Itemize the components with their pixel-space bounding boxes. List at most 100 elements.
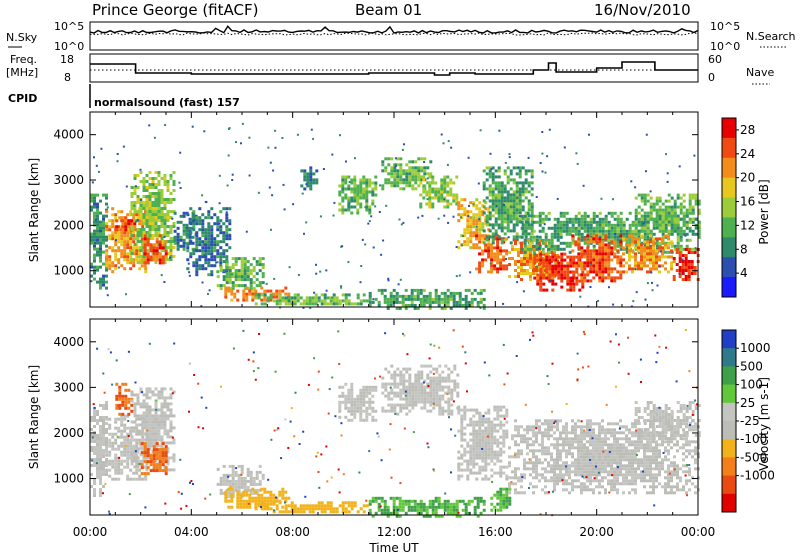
power-cell-0 [102, 226, 105, 230]
power-cell-24 [664, 217, 668, 221]
power-cell-6 [195, 246, 199, 250]
power-cell-21 [604, 249, 608, 253]
power-noise [534, 253, 537, 256]
power-cell-18 [538, 239, 541, 242]
velocity-cell-2 [121, 382, 125, 386]
power-cell-20 [628, 238, 632, 242]
power-cell-17 [518, 220, 522, 224]
power-cell-13 [396, 157, 400, 161]
power-cell-0 [102, 229, 105, 233]
power-cell-17 [521, 232, 525, 236]
velocity-cell-8 [368, 391, 372, 395]
power-cell-20 [571, 223, 575, 227]
velocity-cell-1 [111, 435, 115, 439]
power-cell-17 [524, 169, 528, 173]
velocity-cell-10 [402, 367, 406, 371]
power-cell-6 [216, 270, 220, 274]
velocity-cell-10 [393, 394, 397, 398]
power-cell-3 [163, 213, 167, 216]
velocity-cell-10 [414, 373, 418, 377]
power-cell-14 [434, 193, 438, 197]
power-cell-12 [416, 306, 420, 310]
power-cell-17 [506, 211, 510, 215]
velocity-cell-1 [144, 465, 148, 469]
power-cell-1 [126, 246, 130, 250]
power-cell-4 [158, 258, 162, 262]
power-cell-3 [139, 234, 143, 237]
power-cell-15 [481, 237, 485, 241]
power-cell-17 [527, 208, 531, 212]
power-cell-15 [460, 198, 464, 202]
power-cell-24 [655, 199, 659, 203]
power-cell-22 [652, 255, 655, 259]
power-cell-9 [296, 293, 300, 297]
power-cell-0 [93, 196, 96, 200]
power-cell-9 [305, 296, 309, 300]
power-cell-21 [616, 258, 620, 262]
power-cell-13 [411, 184, 415, 188]
velocity-cell-8 [350, 400, 354, 404]
power-cell-22 [646, 258, 649, 262]
power-cell-22 [670, 261, 673, 265]
velocity-cell-3 [166, 450, 170, 454]
velocity-cell-0 [102, 455, 105, 458]
power-cell-20 [652, 223, 656, 227]
velocity-cell-10 [393, 370, 397, 374]
power-cell-6 [210, 258, 214, 262]
power-cell-22 [646, 246, 649, 250]
power-cell-9 [269, 296, 273, 300]
power-cell-17 [503, 202, 507, 206]
power-cell-16 [499, 246, 503, 250]
power-cell-14 [443, 205, 447, 209]
velocity-cell-8 [368, 400, 372, 404]
power-cell-24 [658, 214, 662, 218]
velocity-cell-9 [446, 511, 450, 515]
power-cell-6 [207, 246, 211, 250]
power-cell-7 [249, 272, 253, 276]
power-cell-11 [341, 178, 345, 182]
power-cell-17 [530, 214, 534, 218]
power-cell-15 [466, 222, 470, 226]
power-cell-2 [115, 225, 119, 229]
velocity-cell-7 [260, 507, 264, 511]
power-cell-23 [693, 266, 697, 269]
power-cell-21 [592, 258, 596, 262]
velocity-cell-5 [222, 482, 226, 486]
velocity-cell-10 [411, 388, 415, 392]
power-cell-4 [146, 255, 150, 259]
power-cell-3 [130, 201, 134, 204]
power-cell-10 [312, 172, 316, 176]
power-cell-3 [139, 207, 143, 210]
power-cell-4 [143, 237, 147, 241]
velocity-cell-9 [410, 499, 414, 503]
velocity-cell-3 [160, 414, 164, 418]
power-cell-16 [481, 261, 485, 265]
power-cell-19 [542, 273, 546, 277]
power-cell-3 [166, 210, 170, 213]
velocity-cell-7 [350, 501, 354, 505]
power-cell-22 [661, 252, 664, 256]
power-cell-17 [506, 205, 510, 209]
power-colorbar-tick: 8 [740, 242, 748, 256]
power-cell-21 [598, 252, 602, 256]
velocity-cell-6 [239, 502, 243, 506]
power-noise [309, 306, 312, 309]
power-cell-17 [494, 232, 498, 236]
power-cell-3 [133, 189, 137, 192]
power-cell-18 [520, 263, 523, 266]
power-cell-22 [622, 252, 625, 256]
power-cell-20 [577, 211, 581, 215]
velocity-cell-10 [399, 376, 403, 380]
power-cell-1 [132, 213, 136, 217]
power-cell-20 [535, 241, 539, 245]
power-noise [479, 306, 482, 309]
power-cell-8 [263, 298, 267, 302]
power-cell-8 [269, 289, 273, 293]
power-cell-12 [428, 303, 432, 307]
power-cell-20 [532, 214, 536, 218]
velocity-cell-9 [437, 499, 441, 503]
power-cell-12 [374, 297, 378, 301]
power-cell-7 [234, 269, 238, 273]
power-noise [348, 202, 351, 205]
velocity-cell-5 [243, 476, 247, 480]
